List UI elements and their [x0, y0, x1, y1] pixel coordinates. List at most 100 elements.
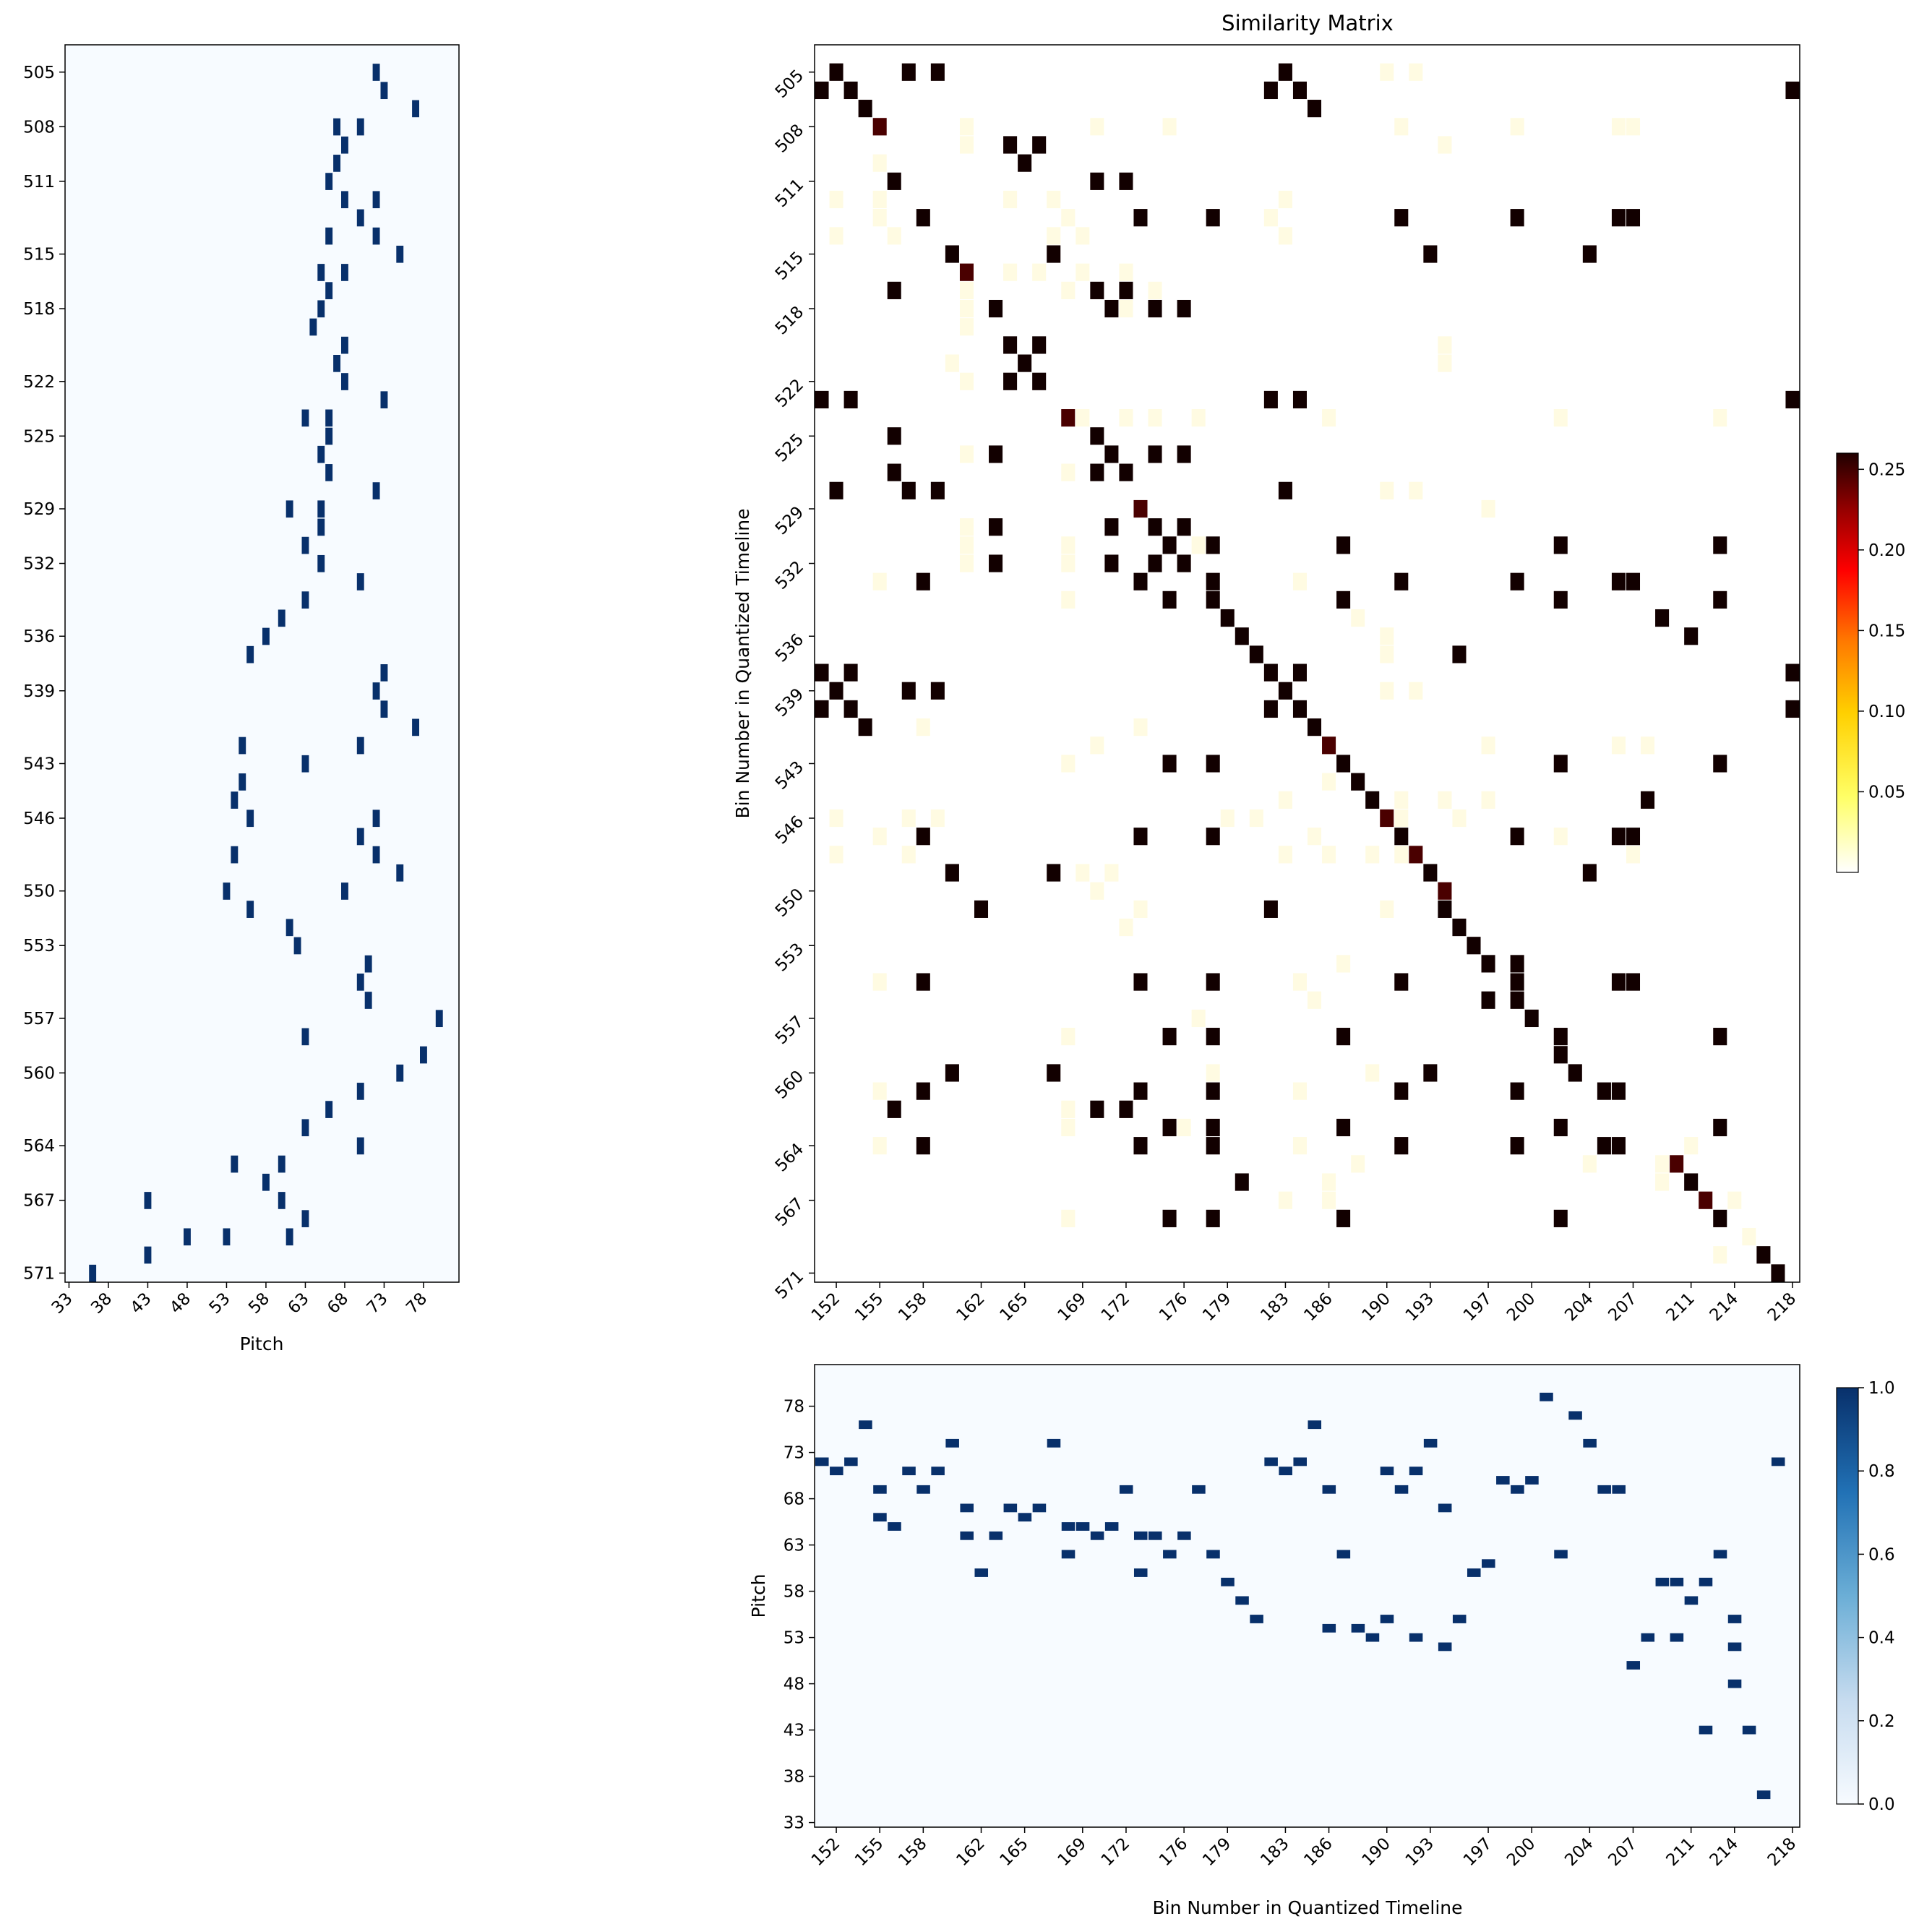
- note-cell: [1699, 1725, 1713, 1735]
- note-cell: [1467, 1568, 1481, 1577]
- similarity-strong-cell: [1510, 572, 1524, 590]
- colorbar-tick-label: 0.10: [1868, 703, 1905, 721]
- x-tick-label: 193: [1402, 1289, 1438, 1325]
- similarity-strong-cell: [989, 518, 1003, 536]
- similarity-faint-cell: [959, 299, 974, 318]
- similarity-strong-cell: [1510, 991, 1524, 1009]
- note-cell: [278, 1155, 285, 1173]
- similarity-faint-cell: [959, 281, 974, 299]
- similarity-matrix-y-ticks: 505 508 511 515 518 522 525 529 532 536 539 543 546 5…: [772, 66, 815, 1303]
- x-tick-label: 183: [1257, 1834, 1292, 1870]
- left-pianoroll-frame: [64, 44, 460, 1283]
- similarity-faint-cell: [1061, 536, 1076, 554]
- note-cell: [1250, 1615, 1263, 1623]
- similarity-faint-cell: [872, 572, 887, 590]
- note-cell: [1713, 1550, 1727, 1559]
- similarity-strong-cell: [1133, 973, 1148, 991]
- similarity-strong-cell: [1336, 536, 1351, 554]
- note-cell: [301, 591, 309, 609]
- y-tick-label: 550: [772, 885, 807, 921]
- y-tick-label: 567: [23, 1192, 55, 1211]
- note-cell: [1496, 1476, 1510, 1485]
- note-cell: [246, 809, 254, 828]
- note-cell: [396, 864, 404, 882]
- similarity-faint-cell: [1119, 918, 1133, 937]
- similarity-faint-cell: [1061, 463, 1076, 481]
- note-cell: [1452, 1615, 1467, 1623]
- similarity-strong-cell: [945, 1064, 959, 1082]
- similarity-faint-cell: [959, 518, 974, 536]
- similarity-strong-cell: [1553, 1118, 1568, 1137]
- similarity-faint-cell: [1220, 809, 1235, 828]
- y-tick-label: 38: [783, 1768, 804, 1787]
- similarity-faint-cell: [1394, 809, 1409, 828]
- note-cell: [301, 755, 309, 773]
- note-cell: [412, 100, 419, 118]
- similarity-matrix-title: Similarity Matrix: [1222, 11, 1394, 35]
- colorbar-tick-label: 0.25: [1868, 460, 1905, 479]
- note-cell: [1568, 1411, 1582, 1420]
- similarity-strong-cell: [1162, 1118, 1177, 1137]
- similarity-strong-cell: [1553, 1209, 1568, 1227]
- colorbar-tick-label: 0.4: [1868, 1629, 1895, 1648]
- similarity-strong-cell: [1148, 299, 1162, 318]
- x-tick-label: 169: [1055, 1834, 1090, 1870]
- note-cell: [262, 627, 270, 645]
- similarity-faint-cell: [1292, 572, 1307, 590]
- similarity-faint-cell: [1452, 809, 1467, 828]
- note-cell: [1322, 1623, 1336, 1633]
- similarity-strong-cell: [1133, 209, 1148, 227]
- note-cell: [325, 464, 333, 481]
- similarity-faint-cell: [1510, 118, 1524, 136]
- similarity-faint-cell: [959, 445, 974, 463]
- x-tick-label: 218: [1764, 1289, 1800, 1325]
- x-tick-label: 68: [324, 1289, 352, 1318]
- x-tick-label: 155: [851, 1289, 887, 1325]
- blues-colorbar-ticks: 0.0 0.2 0.4 0.6 0.8 1.0: [1858, 1379, 1895, 1814]
- similarity-strong-cell: [1510, 973, 1524, 991]
- note-cell: [435, 1010, 443, 1028]
- note-cell: [945, 1438, 959, 1448]
- note-cell: [1409, 1466, 1423, 1476]
- similarity-strong-cell: [887, 281, 901, 299]
- similarity-strong-cell: [1394, 572, 1409, 590]
- similarity-strong-cell: [1785, 390, 1800, 409]
- similarity-faint-cell: [1655, 1155, 1670, 1173]
- similarity-strong-cell: [1626, 209, 1641, 227]
- note-cell: [356, 209, 364, 227]
- y-tick-label: 43: [783, 1722, 804, 1740]
- y-tick-label: 557: [772, 1013, 807, 1048]
- similarity-strong-cell: [916, 973, 930, 991]
- similarity-faint-cell: [1061, 755, 1076, 773]
- similarity-strong-cell: [887, 427, 901, 445]
- similarity-faint-cell: [872, 209, 887, 227]
- similarity-strong-cell: [1510, 1137, 1524, 1155]
- similarity-strong-cell: [1133, 1082, 1148, 1100]
- note-cell: [184, 1228, 191, 1246]
- similarity-strong-cell: [1553, 1028, 1568, 1046]
- similarity-strong-cell: [1148, 445, 1162, 463]
- similarity-faint-cell: [1380, 481, 1394, 499]
- x-tick-label: 197: [1460, 1834, 1495, 1870]
- similarity-faint-cell: [1409, 682, 1423, 700]
- similarity-strong-cell: [1611, 973, 1626, 991]
- similarity-strong-cell: [916, 1137, 930, 1155]
- similarity-strong-cell: [829, 682, 843, 700]
- x-tick-label: 33: [48, 1289, 77, 1318]
- similarity-strong-cell: [1177, 445, 1191, 463]
- similarity-strong-cell: [989, 554, 1003, 572]
- note-cell: [380, 664, 388, 682]
- x-tick-label: 162: [953, 1834, 988, 1870]
- bottom-pianoroll-ylabel: Pitch: [748, 1574, 769, 1618]
- similarity-strong-cell: [1263, 663, 1278, 682]
- left-pianoroll-cells: [89, 64, 443, 1282]
- note-cell: [239, 736, 246, 755]
- similarity-strong-cell: [1582, 245, 1597, 263]
- similarity-strong-cell: [1336, 755, 1351, 773]
- similarity-faint-cell: [1351, 609, 1365, 627]
- similarity-strong-cell: [858, 718, 872, 736]
- note-cell: [420, 1046, 427, 1064]
- similarity-strong-cell: [1206, 536, 1220, 554]
- note-cell: [1264, 1457, 1278, 1466]
- x-tick-label: 165: [996, 1834, 1031, 1870]
